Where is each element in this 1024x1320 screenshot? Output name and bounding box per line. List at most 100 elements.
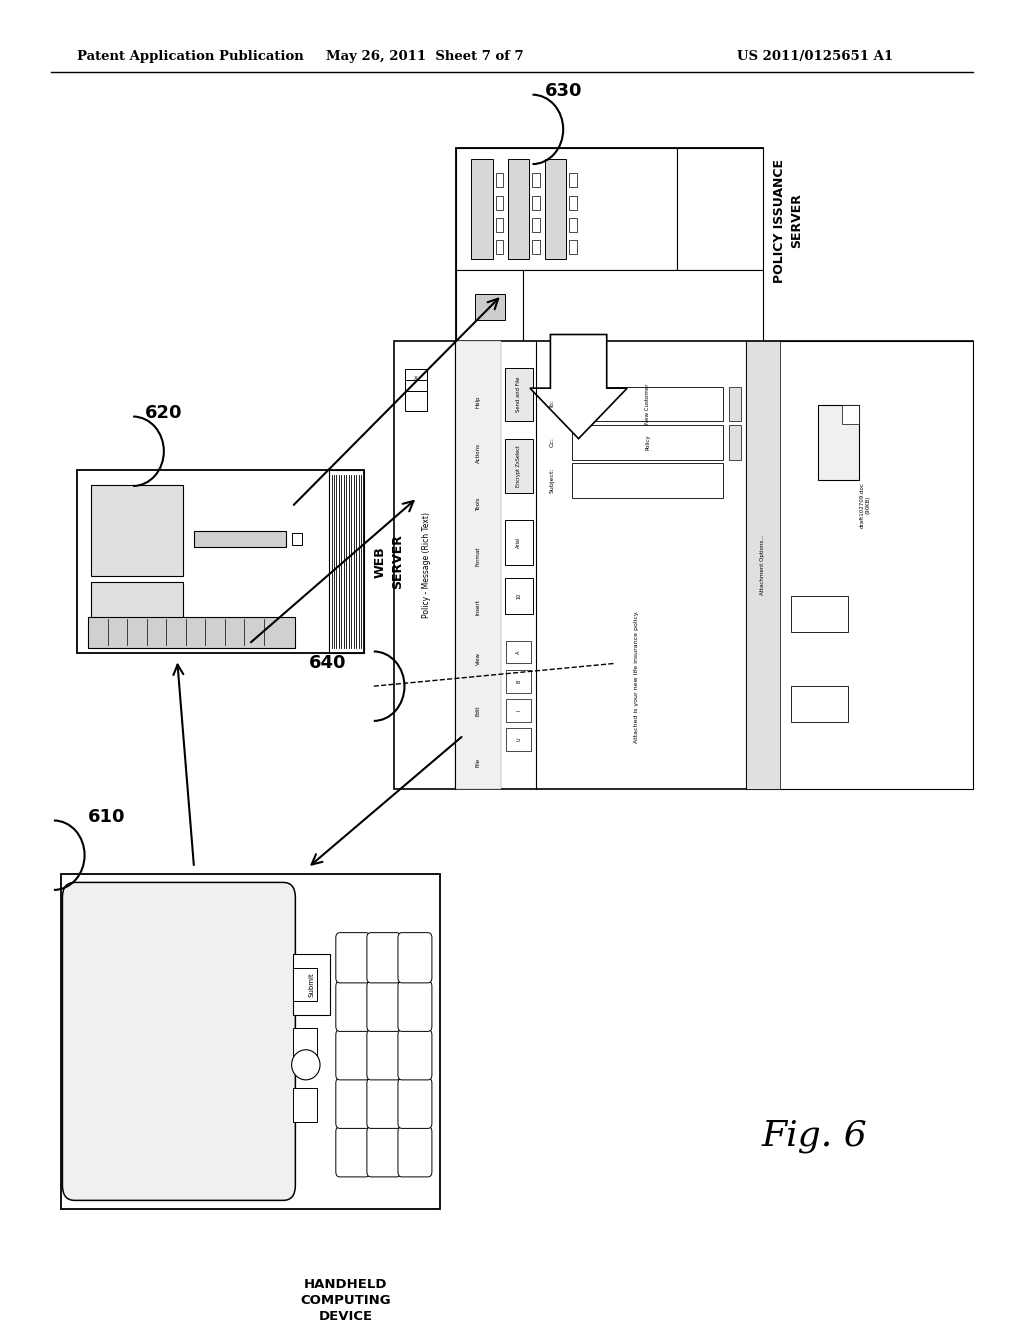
Text: Help: Help (475, 395, 480, 408)
Text: To:: To: (550, 400, 555, 408)
Bar (496, 240, 504, 253)
Text: 630: 630 (545, 82, 582, 100)
Text: X: X (414, 376, 418, 381)
Bar (569, 173, 578, 187)
Text: HANDHELD
COMPUTING
DEVICE: HANDHELD COMPUTING DEVICE (300, 1278, 391, 1320)
FancyBboxPatch shape (398, 1030, 432, 1080)
Text: File: File (475, 758, 480, 767)
Bar (471, 160, 493, 259)
Text: Encrypt ZxSelect: Encrypt ZxSelect (516, 445, 521, 487)
Bar (456, 269, 523, 345)
Polygon shape (530, 334, 627, 438)
Bar (572, 463, 723, 498)
Text: Policy: Policy (645, 434, 650, 450)
Bar (792, 597, 848, 632)
Text: Actions: Actions (475, 442, 480, 463)
Text: Fig. 6: Fig. 6 (761, 1119, 867, 1154)
Bar (88, 616, 295, 648)
Text: Cc:: Cc: (550, 437, 555, 447)
Bar (496, 173, 504, 187)
Text: Arial: Arial (516, 537, 521, 548)
Bar (77, 470, 364, 653)
FancyBboxPatch shape (367, 1127, 400, 1177)
FancyBboxPatch shape (367, 1030, 400, 1080)
Text: Policy - Message (Rich Text): Policy - Message (Rich Text) (422, 512, 430, 618)
FancyBboxPatch shape (367, 981, 400, 1031)
Bar (745, 341, 779, 789)
Ellipse shape (292, 1049, 321, 1080)
Bar (195, 531, 286, 546)
Bar (677, 148, 763, 269)
Bar (293, 1028, 317, 1061)
Bar (455, 341, 502, 789)
Bar (507, 671, 530, 693)
Text: POLICY ISSUANCE
SERVER: POLICY ISSUANCE SERVER (773, 158, 804, 282)
Bar (843, 405, 859, 424)
Bar (404, 380, 427, 400)
Bar (792, 686, 848, 722)
FancyBboxPatch shape (398, 1127, 432, 1177)
Bar (532, 240, 541, 253)
Bar (91, 582, 183, 622)
Text: WEB
SERVER: WEB SERVER (374, 535, 404, 589)
Bar (329, 470, 364, 653)
Bar (532, 173, 541, 187)
Bar (293, 1088, 317, 1122)
Bar (745, 341, 973, 789)
Bar (404, 368, 427, 389)
Text: Attachment Options...: Attachment Options... (760, 535, 765, 595)
Text: B: B (516, 680, 521, 682)
Text: 10: 10 (516, 593, 521, 599)
Bar (569, 195, 578, 210)
Bar (496, 195, 504, 210)
Text: Format: Format (475, 546, 480, 566)
FancyBboxPatch shape (336, 1078, 370, 1129)
FancyBboxPatch shape (62, 882, 295, 1200)
Text: A: A (516, 651, 521, 653)
Bar (729, 387, 741, 421)
Bar (474, 294, 505, 321)
Bar (61, 874, 440, 1209)
Text: Edit: Edit (475, 705, 480, 715)
Bar (569, 218, 578, 231)
Bar (507, 642, 530, 664)
Bar (505, 440, 532, 494)
Bar (508, 160, 529, 259)
Bar (523, 269, 763, 345)
Bar (569, 240, 578, 253)
Text: May 26, 2011  Sheet 7 of 7: May 26, 2011 Sheet 7 of 7 (327, 50, 523, 63)
Bar (532, 218, 541, 231)
Text: Insert: Insert (475, 599, 480, 615)
FancyBboxPatch shape (336, 981, 370, 1031)
Bar (293, 968, 317, 1002)
Bar (817, 405, 859, 480)
Bar (507, 729, 530, 751)
FancyBboxPatch shape (398, 1078, 432, 1129)
FancyBboxPatch shape (398, 933, 432, 983)
Bar (507, 700, 530, 722)
Bar (404, 391, 427, 412)
Text: 640: 640 (309, 655, 346, 672)
FancyBboxPatch shape (367, 933, 400, 983)
Bar (505, 368, 532, 421)
Bar (729, 425, 741, 459)
Text: Send and File: Send and File (516, 376, 521, 412)
Bar (394, 341, 973, 789)
Text: New Customer: New Customer (645, 384, 650, 424)
FancyBboxPatch shape (336, 1030, 370, 1080)
FancyBboxPatch shape (336, 933, 370, 983)
Bar (91, 484, 183, 577)
Text: Subject:: Subject: (550, 467, 555, 492)
Bar (505, 520, 532, 565)
Bar (292, 532, 302, 545)
Bar (505, 578, 532, 614)
Text: Tools: Tools (475, 498, 480, 511)
Text: US 2011/0125651 A1: US 2011/0125651 A1 (737, 50, 893, 63)
Text: View: View (475, 652, 480, 665)
Bar (572, 425, 723, 459)
Text: draft102709.doc
(90KB): draft102709.doc (90KB) (859, 482, 870, 528)
FancyBboxPatch shape (398, 981, 432, 1031)
Bar (496, 218, 504, 231)
FancyBboxPatch shape (336, 1127, 370, 1177)
Bar (545, 160, 566, 259)
